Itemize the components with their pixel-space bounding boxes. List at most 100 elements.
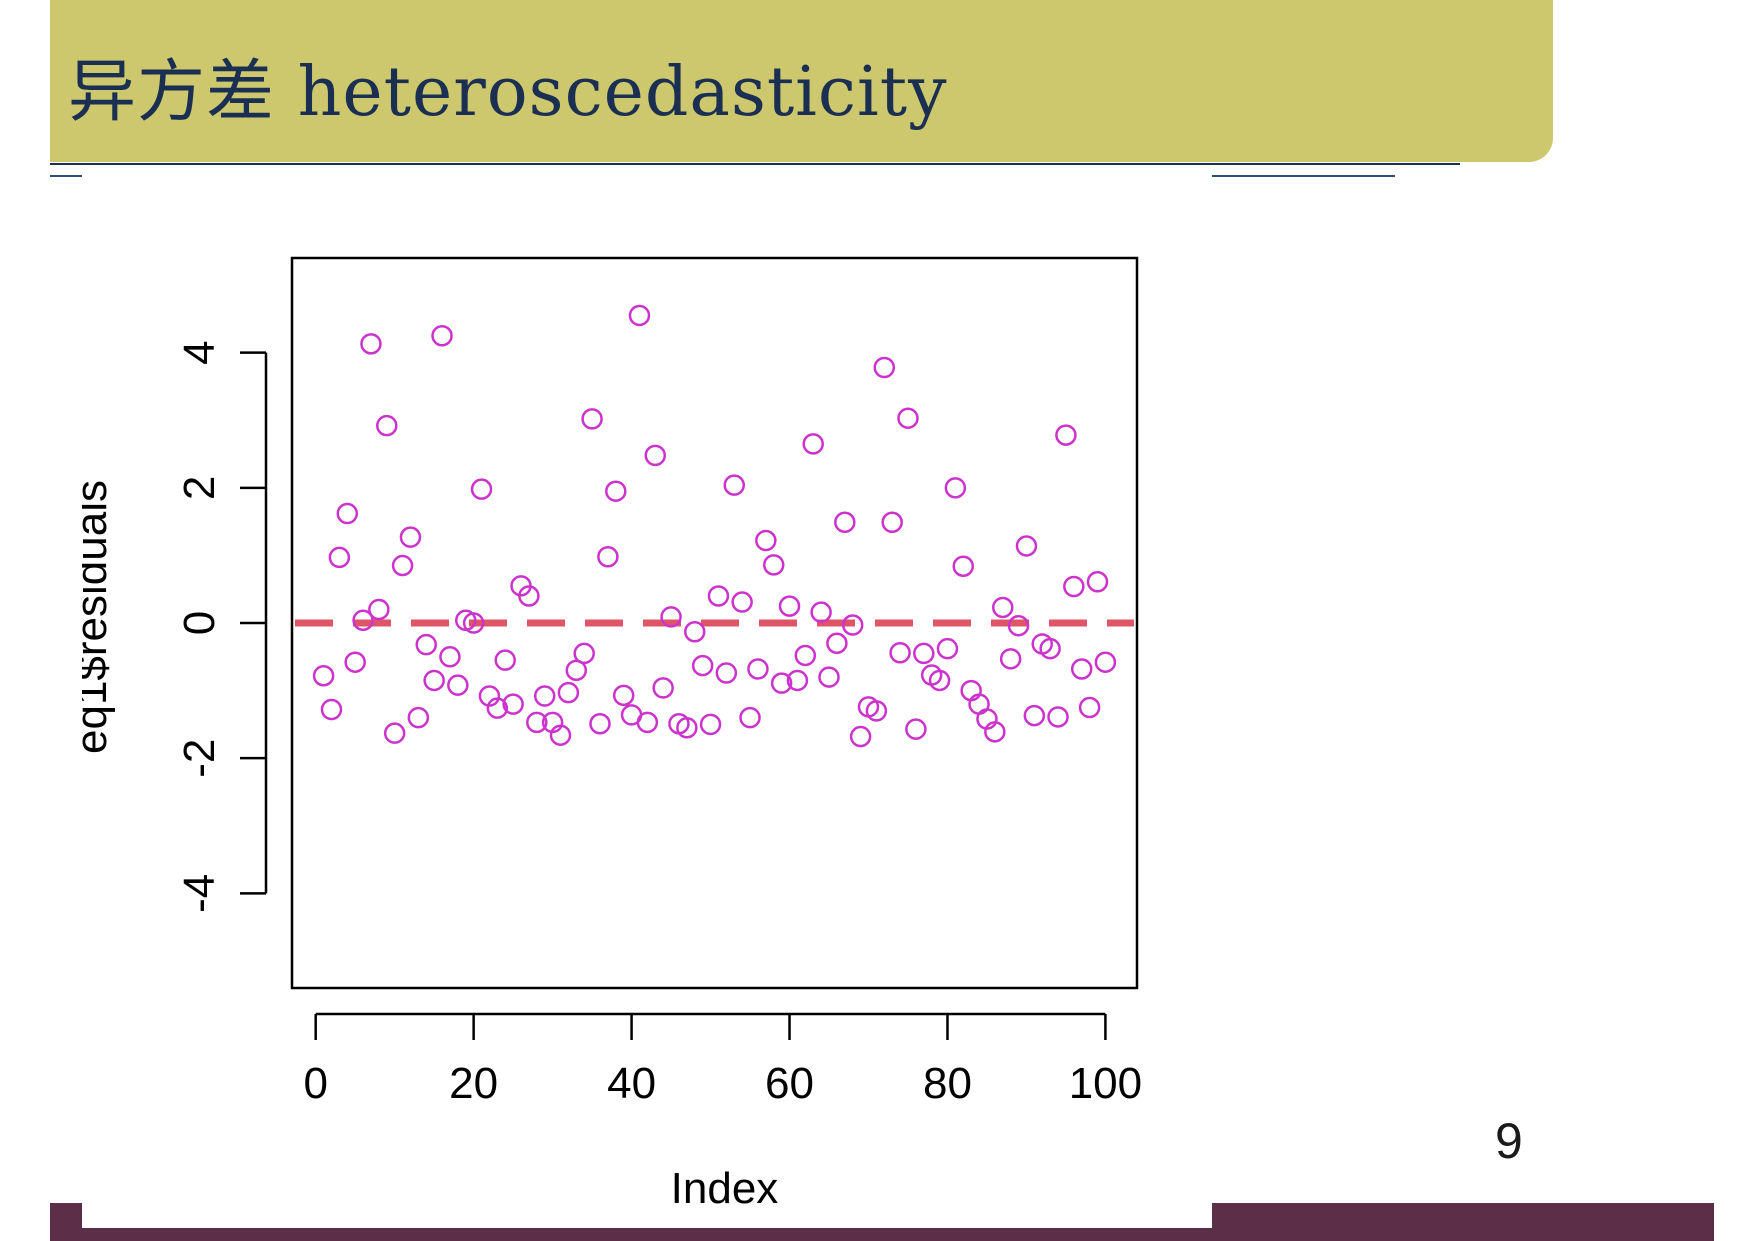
axes-group [240,256,1139,1040]
data-point [707,585,730,607]
x-tick-label: 60 [765,1059,814,1108]
data-point [834,511,856,534]
scatter-chart: 0 20 40 60 80 100 -4 -2 0 2 4 Index eq1$residuals [82,256,1142,1213]
x-axis-title: Index [671,1164,779,1213]
data-point [928,669,951,692]
data-point [518,585,540,607]
data-point [913,642,935,665]
y-tick-label: 4 [175,340,224,364]
data-point [1023,704,1046,727]
data-point [1039,637,1061,660]
data-point [628,304,651,327]
x-tick-label: 40 [607,1059,656,1108]
data-point [786,669,809,692]
x-tick-label: 0 [303,1059,327,1108]
data-point [897,407,919,429]
data-point [376,414,398,437]
data-point [739,706,761,729]
data-point [991,596,1014,619]
data-point [778,595,801,617]
data-point [794,644,817,667]
data-point [502,693,524,715]
data-point [383,722,406,744]
title-underline-accent-right [1212,175,1395,177]
data-point [691,654,714,677]
data-point [447,674,469,696]
data-point [644,444,667,467]
title-underline [50,163,1460,165]
y-tick-label: 2 [175,476,224,500]
data-point [826,632,848,655]
data-point [312,664,335,687]
data-point [486,697,509,719]
data-point [881,511,903,534]
data-point [999,648,1022,670]
data-point [533,685,556,707]
x-tick-label: 100 [1069,1059,1142,1108]
data-point [684,621,706,643]
plot-frame [290,256,1139,990]
data-point [873,356,896,379]
data-point [597,546,619,568]
title-underline-accent-left [50,175,82,177]
data-point [762,554,785,576]
data-point [660,606,682,628]
data-point [494,649,516,671]
data-point [344,651,366,673]
data-point [841,614,864,636]
data-point [1015,535,1038,557]
data-point [573,642,595,665]
data-point [557,681,580,704]
data-point [652,677,674,699]
y-tick-label: -2 [175,739,224,778]
data-point [936,637,959,660]
points-group [312,304,1117,748]
data-point [889,641,911,664]
data-point [407,706,430,729]
slide-title: 异方差 heteroscedasticity [68,53,948,132]
data-point [984,721,1006,743]
data-point [360,333,382,355]
data-point [723,474,745,496]
data-point [770,672,793,694]
data-point [605,480,627,502]
data-point [905,718,927,740]
data-point [755,529,777,552]
title-bar: 异方差 heteroscedasticity [50,0,1553,162]
data-point [423,669,445,692]
data-point [849,725,872,748]
data-point [1078,696,1101,719]
data-point [1047,706,1069,728]
data-point [1007,614,1030,637]
data-point [1086,571,1109,593]
data-point [636,711,659,734]
y-axis-title: eq1$residuals [82,480,116,754]
data-point [731,591,753,613]
data-point [581,408,603,430]
data-point [715,662,738,684]
data-point [391,554,414,577]
data-point [944,477,967,499]
data-point [810,601,832,623]
data-point [589,712,611,735]
x-tick-label: 20 [449,1059,498,1108]
data-point [549,724,572,746]
data-point [865,700,888,722]
data-point [676,717,698,739]
data-point [431,324,453,347]
data-point [1055,424,1077,446]
x-tick-label: 80 [923,1059,972,1108]
labels-group: 0 20 40 60 80 100 -4 -2 0 2 4 Index eq1$residuals [82,340,1142,1213]
data-point [612,684,635,707]
data-point [699,713,722,736]
data-point [352,609,374,632]
data-point [328,546,351,569]
data-point [336,502,359,525]
data-point [368,598,390,621]
y-tick-label: 0 [175,611,224,635]
data-point [399,526,422,548]
data-point [565,659,588,682]
data-point [462,612,485,634]
data-point [470,478,493,500]
data-point [1094,651,1117,673]
